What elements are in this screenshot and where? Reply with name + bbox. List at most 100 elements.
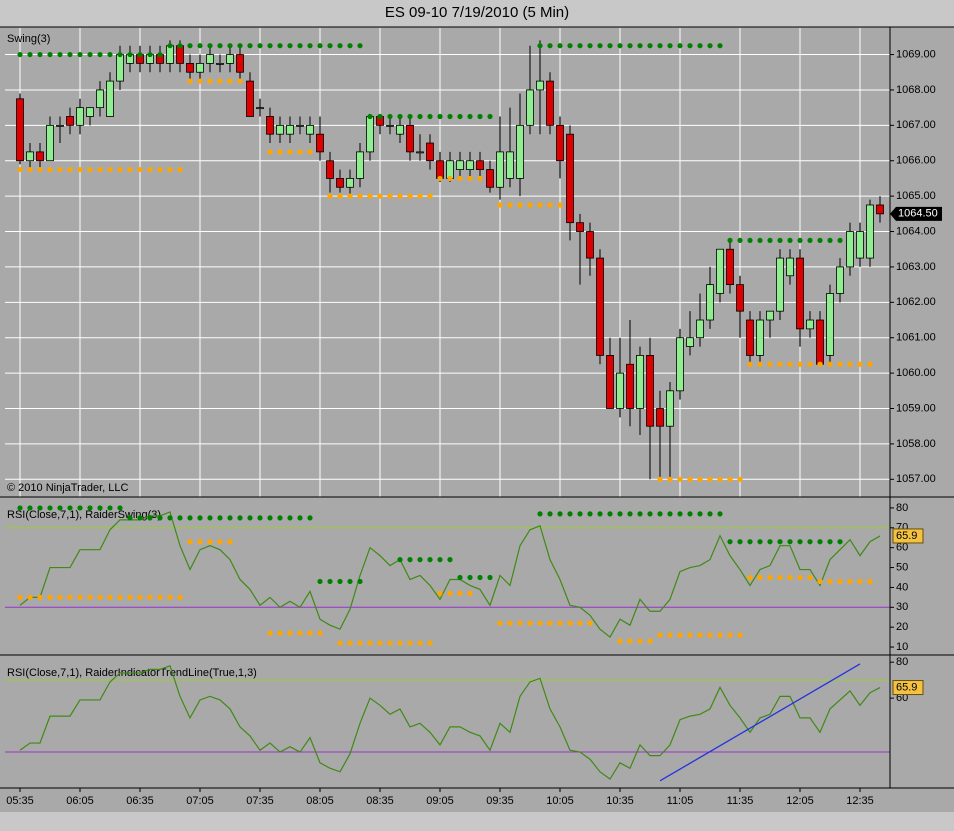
swing-dot — [57, 594, 63, 600]
swing-dot — [147, 594, 153, 600]
swing-dot — [367, 113, 373, 120]
swing-dot — [37, 166, 43, 173]
swing-dot — [327, 193, 333, 199]
swing-dot — [197, 78, 203, 84]
swing-dot — [537, 202, 543, 208]
swing-dot — [357, 578, 363, 585]
swing-dot — [157, 166, 163, 173]
swing-dot — [457, 175, 463, 182]
swing-dot — [797, 574, 803, 581]
candle-body — [876, 204, 884, 215]
y-tick-label: 30 — [896, 601, 908, 613]
swing-dot — [577, 43, 583, 49]
swing-dot — [497, 620, 503, 626]
swing-dot — [707, 43, 713, 49]
swing-dot — [57, 51, 63, 58]
swing-dot — [197, 539, 203, 545]
swing-dot — [597, 511, 603, 517]
swing-dot — [397, 193, 403, 199]
swing-dot — [487, 113, 493, 120]
swing-dot — [137, 515, 143, 521]
swing-dot — [207, 43, 213, 49]
swing-dot — [437, 557, 443, 563]
swing-dot — [637, 638, 643, 644]
last-value-box — [892, 680, 924, 696]
layer: 1057.00 1058.00 1059.00 1060.00 1061.00 1062.… — [0, 26, 954, 807]
candle-body — [16, 98, 24, 162]
swing-dot — [527, 202, 533, 208]
candle-body — [436, 160, 444, 179]
swing-dot — [327, 578, 333, 585]
swing-dot — [517, 620, 523, 626]
swing-dot — [367, 193, 373, 199]
swing-dot — [727, 539, 733, 545]
swing-dot — [807, 574, 813, 581]
swing-dot — [437, 175, 443, 182]
swing-dot — [227, 539, 233, 545]
candle-body — [486, 169, 494, 188]
swing-dot — [267, 149, 273, 155]
swing-dot — [37, 51, 43, 58]
swing-dot — [827, 237, 833, 243]
swing-dot — [557, 43, 563, 49]
y-tick-label: 50 — [896, 561, 908, 573]
swing-dot — [817, 539, 823, 545]
candle-body — [866, 204, 874, 259]
candle-body — [106, 80, 114, 117]
swing-dot — [487, 574, 493, 581]
candle-body — [386, 124, 394, 127]
y-tick-label: 1068.00 — [896, 84, 936, 96]
swing-dot — [147, 166, 153, 173]
panel-label: RSI(Close,7,1), RaiderSwing(3) — [7, 509, 161, 521]
swing-dot — [607, 43, 613, 49]
candle-body — [226, 54, 234, 64]
swing-dot — [537, 511, 543, 517]
swing-dot — [327, 43, 333, 49]
swing-dot — [777, 539, 783, 545]
swing-dot — [747, 539, 753, 545]
swing-dot — [737, 632, 743, 638]
candle-body — [636, 355, 644, 409]
swing-dot — [697, 511, 703, 517]
swing-dot — [177, 515, 183, 521]
candle-body — [406, 124, 414, 153]
swing-dot — [557, 511, 563, 517]
x-tick-label: 09:35 — [486, 795, 514, 807]
swing-dot — [837, 237, 843, 243]
swing-dot — [467, 574, 473, 581]
swing-dot — [97, 166, 103, 173]
x-tick-label: 11:35 — [727, 795, 754, 807]
swing-dot — [447, 175, 453, 182]
swing-dot — [367, 640, 373, 646]
swing-dot — [347, 193, 353, 199]
swing-dot — [267, 43, 273, 49]
x-tick-label: 10:35 — [606, 795, 634, 807]
swing-dot — [717, 632, 723, 638]
swing-dot — [177, 166, 183, 173]
swing-dot — [67, 594, 73, 600]
swing-dot — [337, 43, 343, 49]
candle-body — [546, 80, 554, 126]
swing-dot — [777, 361, 783, 367]
swing-dot — [307, 149, 313, 155]
swing-dot — [517, 202, 523, 208]
swing-dot — [287, 43, 293, 49]
swing-dot — [427, 193, 433, 199]
candle-body — [746, 319, 754, 356]
swing-dot — [77, 51, 83, 58]
swing-dot — [547, 511, 553, 517]
candle-body — [856, 231, 864, 259]
swing-dot — [737, 237, 743, 243]
swing-dot — [457, 590, 463, 596]
swing-dot — [667, 511, 673, 517]
swing-dot — [207, 78, 213, 84]
swing-dot — [537, 620, 543, 626]
swing-dot — [77, 505, 83, 511]
swing-dot — [217, 43, 223, 49]
last-value-label: 65.9 — [896, 530, 917, 542]
swing-dot — [287, 149, 293, 155]
candle-body — [806, 319, 814, 330]
candle-body — [316, 133, 324, 153]
swing-dot — [617, 43, 623, 49]
y-tick-label: 1069.00 — [896, 48, 936, 60]
